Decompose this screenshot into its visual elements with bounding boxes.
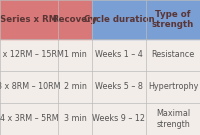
Text: 2 x 12RM – 15RM: 2 x 12RM – 15RM xyxy=(0,50,63,59)
Text: Type of
strength: Type of strength xyxy=(152,10,194,29)
Text: Recovery: Recovery xyxy=(52,15,98,24)
Bar xyxy=(58,0,92,39)
Text: 2 min: 2 min xyxy=(64,82,86,91)
Text: Resistance: Resistance xyxy=(151,50,195,59)
Text: Weeks 9 – 12: Weeks 9 – 12 xyxy=(92,114,146,123)
Bar xyxy=(0,71,200,103)
Text: 3 min: 3 min xyxy=(64,114,86,123)
Text: Hypertrophy: Hypertrophy xyxy=(148,82,198,91)
Bar xyxy=(146,0,200,39)
Text: 1 min: 1 min xyxy=(64,50,86,59)
Bar xyxy=(0,39,200,71)
Bar xyxy=(0,103,200,135)
Text: 4 x 3RM – 5RM: 4 x 3RM – 5RM xyxy=(0,114,58,123)
Text: Weeks 1 – 4: Weeks 1 – 4 xyxy=(95,50,143,59)
Bar xyxy=(92,0,146,39)
Text: 3 x 8RM – 10RM: 3 x 8RM – 10RM xyxy=(0,82,61,91)
Bar xyxy=(0,0,58,39)
Text: Maximal
strength: Maximal strength xyxy=(156,109,190,129)
Text: Weeks 5 – 8: Weeks 5 – 8 xyxy=(95,82,143,91)
Text: Series x RM: Series x RM xyxy=(0,15,58,24)
Text: Cycle duration: Cycle duration xyxy=(84,15,154,24)
